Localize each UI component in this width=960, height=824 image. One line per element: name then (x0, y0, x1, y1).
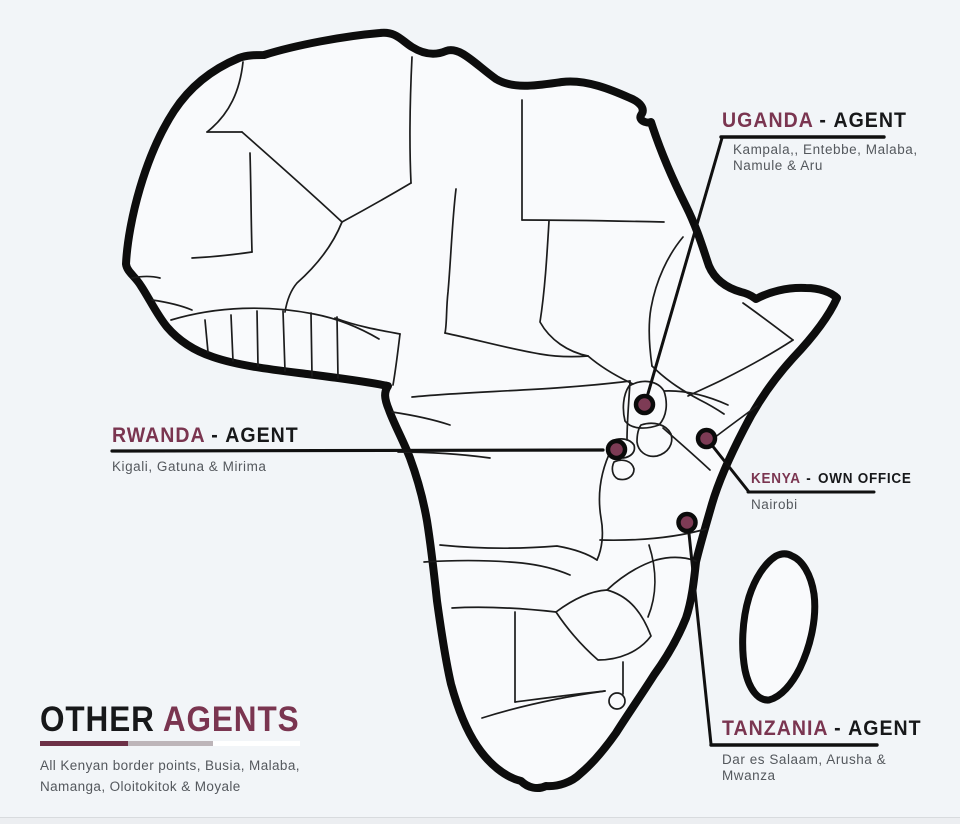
rwanda-dash: - (211, 424, 219, 447)
kenya-cities-line: Nairobi (751, 497, 798, 512)
tanzania-office-type: AGENT (848, 717, 922, 740)
africa-continent-outline (122, 28, 841, 793)
location-markers (605, 393, 718, 534)
tanzania-cities: Dar es Salaam, Arusha & Mwanza (722, 752, 886, 783)
tanzania-cities-line: Mwanza (722, 767, 776, 783)
uganda-country-name: UGANDA (722, 109, 814, 132)
rwanda-label-title: RWANDA - AGENT (112, 424, 299, 448)
kenya-office-type: OWN OFFICE (818, 471, 912, 487)
uganda-leader-line (643, 136, 724, 406)
kenya-country-name: KENYA (751, 471, 801, 487)
divider-segment-white (213, 741, 300, 746)
uganda-dash: - (819, 109, 827, 132)
kenya-cities: Nairobi (751, 497, 798, 513)
accent-divider-bar (40, 741, 300, 746)
divider-segment-maroon (40, 741, 128, 746)
uganda-cities: Kampala,, Entebbe, Malaba, Namule & Aru (733, 142, 918, 173)
divider-segment-gray (128, 741, 213, 746)
rwanda-office-type: AGENT (225, 424, 299, 447)
kenya-marker (695, 427, 718, 450)
other-agents-title-accent: AGENTS (162, 700, 300, 739)
uganda-marker (633, 393, 656, 416)
other-agents-description-line: All Kenyan border points, Busia, Malaba, (40, 758, 300, 773)
tanzania-marker (676, 511, 698, 534)
tanzania-cities-line: Dar es Salaam, Arusha & (722, 752, 887, 767)
rwanda-marker (605, 438, 628, 461)
burundi-border (611, 459, 635, 481)
tanzania-dash: - (834, 717, 842, 740)
lake-victoria (636, 422, 673, 458)
other-agents-description-line: Namanga, Oloitokitok & Moyale (40, 779, 241, 794)
kenya-dash: - (806, 471, 812, 487)
rwanda-country-name: RWANDA (112, 424, 206, 447)
other-agents-description: All Kenyan border points, Busia, Malaba,… (40, 755, 300, 797)
other-agents-title: OTHER AGENTS (40, 700, 300, 740)
bottom-edge-strip (0, 817, 960, 824)
tanzania-label-title: TANZANIA - AGENT (722, 717, 922, 741)
rwanda-cities-line: Kigali, Gatuna & Mirima (112, 459, 267, 474)
kenya-label-title: KENYA - OWN OFFICE (751, 471, 912, 488)
rwanda-leader-line (110, 448, 605, 453)
country-borders (131, 56, 794, 719)
tanzania-leader-line (686, 522, 713, 746)
rwanda-cities: Kigali, Gatuna & Mirima (112, 459, 266, 475)
kenya-leader-line (705, 437, 751, 494)
uganda-label-title: UGANDA - AGENT (722, 109, 907, 133)
leader-lines (110, 135, 886, 747)
uganda-cities-line: Namule & Aru (733, 157, 823, 173)
madagascar-outline (739, 550, 819, 704)
other-agents-title-primary: OTHER (40, 700, 155, 739)
tanzania-country-name: TANZANIA (722, 717, 829, 740)
uganda-office-type: AGENT (833, 109, 907, 132)
lesotho-border (608, 692, 626, 710)
uganda-cities-line: Kampala,, Entebbe, Malaba, (733, 142, 918, 157)
